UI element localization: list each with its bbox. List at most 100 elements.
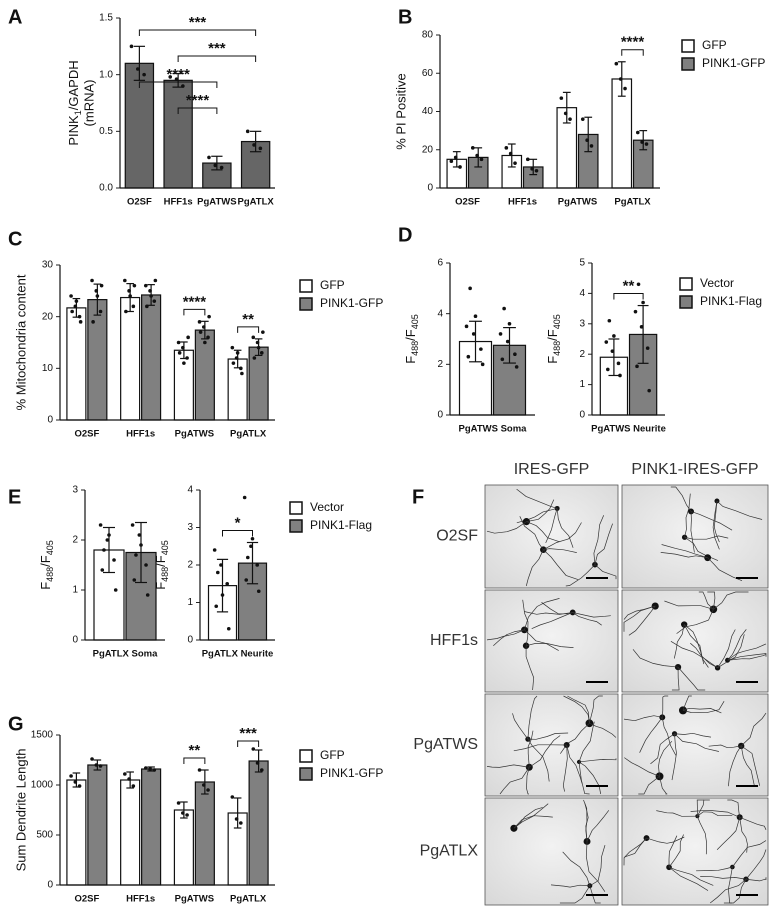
neurite <box>668 866 714 886</box>
neurite <box>671 733 677 781</box>
neurite <box>745 877 767 882</box>
data-point <box>206 335 210 340</box>
row-label: PgATLX <box>420 843 479 860</box>
neurite <box>674 732 712 738</box>
x-tick-label: HFF1s <box>508 197 537 208</box>
y-tick-label: 60 <box>422 68 434 79</box>
data-point <box>607 318 612 323</box>
neurite <box>723 879 747 904</box>
legend-label: GFP <box>320 278 345 292</box>
x-tick-label: O2SF <box>74 429 99 440</box>
data-point <box>641 300 645 305</box>
significance-label: ** <box>623 278 635 295</box>
data-point <box>639 325 644 329</box>
data-point <box>143 283 148 288</box>
image-background <box>621 797 769 906</box>
neurite <box>727 629 747 661</box>
neurite <box>527 732 569 740</box>
neurite <box>632 649 679 668</box>
x-tick-label: PgATLX Soma <box>93 649 158 660</box>
bar <box>141 768 162 886</box>
data-point <box>471 332 476 336</box>
data-point <box>69 774 73 778</box>
data-point <box>259 351 264 355</box>
neurite <box>659 776 668 795</box>
x-tick-label: PgATWS <box>175 429 214 440</box>
data-point <box>129 44 134 49</box>
data-point <box>513 161 517 165</box>
data-point <box>513 352 517 357</box>
data-point <box>230 345 235 350</box>
data-point <box>143 766 148 770</box>
neurite <box>696 799 704 817</box>
x-tick-label: PgATWS Soma <box>459 424 528 435</box>
significance-bracket <box>621 49 644 56</box>
neurite <box>525 549 544 587</box>
panel-label: E <box>8 486 21 508</box>
data-point <box>618 373 622 378</box>
y-tick-label: 4 <box>437 308 443 319</box>
data-point <box>185 356 189 360</box>
y-tick-label: 0 <box>72 635 78 646</box>
data-point <box>618 77 623 81</box>
neurite <box>512 713 529 740</box>
neurite <box>712 500 720 550</box>
legend-label: Vector <box>700 276 734 290</box>
data-point <box>74 299 79 303</box>
neurite <box>623 837 647 866</box>
significance-bracket <box>613 293 644 300</box>
neurite <box>586 810 610 842</box>
data-point <box>123 278 127 283</box>
data-point <box>239 366 243 371</box>
data-point <box>95 294 100 298</box>
micrograph <box>484 693 619 797</box>
x-tick-label: PgATLX <box>230 429 267 440</box>
significance-label: ** <box>189 742 201 759</box>
neurite <box>709 879 747 904</box>
neurite <box>682 701 725 714</box>
neurite <box>727 654 767 661</box>
neurite <box>713 500 720 543</box>
cell-body <box>678 706 687 715</box>
data-point <box>508 151 513 156</box>
data-point <box>470 146 475 150</box>
neurite <box>522 599 529 646</box>
micrograph <box>484 484 619 589</box>
neurite <box>697 799 710 817</box>
y-tick-label: 0 <box>437 410 443 421</box>
data-point <box>127 777 131 781</box>
neurite <box>525 643 574 648</box>
data-point <box>589 144 594 148</box>
data-point <box>94 763 99 767</box>
y-tick-label: 10 <box>42 363 54 374</box>
data-point <box>249 544 253 549</box>
data-point <box>468 286 472 291</box>
data-point <box>100 568 105 572</box>
y-axis-label: Sum Dendrite Length <box>13 749 28 872</box>
neurite <box>646 836 685 844</box>
data-point <box>225 581 230 586</box>
x-tick-label: PgATWS Neurite <box>591 424 666 435</box>
data-point <box>206 788 210 792</box>
bar <box>87 764 108 886</box>
x-tick-label: O2SF <box>74 894 99 905</box>
data-point <box>131 784 136 788</box>
neurite <box>578 761 602 795</box>
y-tick-label: 2 <box>437 359 443 370</box>
y-axis-label: (mRNA) <box>81 80 96 127</box>
bar <box>173 809 194 886</box>
data-point <box>185 813 189 817</box>
data-point <box>144 563 148 567</box>
neurite <box>589 695 603 724</box>
data-point <box>139 543 143 547</box>
y-tick-label: 1.0 <box>99 69 113 80</box>
neurite <box>589 885 601 904</box>
x-tick-label: PgATWS <box>197 197 236 208</box>
neurite <box>658 740 673 777</box>
data-point <box>514 365 519 369</box>
data-point <box>105 538 110 542</box>
data-point <box>226 626 231 631</box>
x-tick-label: PgATLX <box>230 894 267 905</box>
data-point <box>234 356 239 360</box>
data-point <box>258 146 263 151</box>
